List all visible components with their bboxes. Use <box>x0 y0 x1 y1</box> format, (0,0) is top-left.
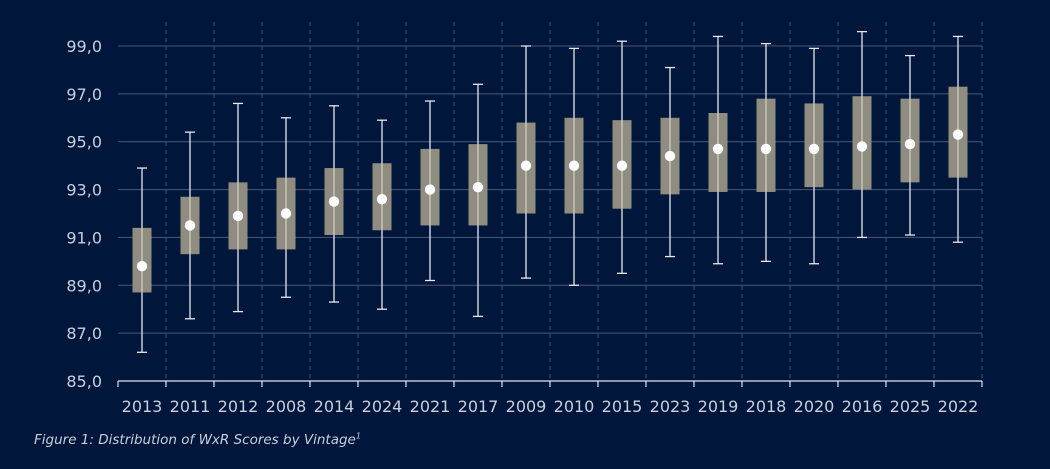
y-tick-label: 87,0 <box>66 324 102 343</box>
median-marker <box>424 184 436 195</box>
median-marker <box>904 138 916 150</box>
x-tick-labels: 2013 2011 2012 2008 2014 2024 2021 2017 2009 2010… <box>122 397 979 416</box>
x-tick-label: 2015 <box>602 397 643 416</box>
y-tick-label: 93,0 <box>66 181 102 200</box>
median-marker <box>712 143 724 155</box>
figure-caption: Figure 1: Distribution of WxR Scores by … <box>34 432 361 448</box>
x-tick-label: 2024 <box>362 397 403 416</box>
x-tick-label: 2020 <box>794 397 835 416</box>
x-tick-label: 2013 <box>122 397 163 416</box>
y-tick-label: 99,0 <box>66 37 102 56</box>
x-tick-label: 2010 <box>554 397 595 416</box>
median-marker <box>136 260 148 272</box>
x-tick-label: 2019 <box>698 397 739 416</box>
median-marker <box>568 160 580 171</box>
median-marker <box>952 129 964 140</box>
y-tick-label: 95,0 <box>66 133 102 152</box>
x-tick-label: 2016 <box>842 397 883 416</box>
x-tick-label: 2008 <box>266 397 307 416</box>
y-tick-label: 89,0 <box>66 276 102 295</box>
x-tick-label: 2023 <box>650 397 691 416</box>
caption-footnote-mark: 1 <box>355 431 361 441</box>
median-marker <box>328 196 340 207</box>
median-marker <box>232 210 244 222</box>
median-marker <box>472 181 484 193</box>
x-tick-label: 2025 <box>890 397 931 416</box>
median-marker <box>856 141 868 152</box>
vertical-gridlines <box>165 22 983 381</box>
median-marker <box>184 220 196 231</box>
x-tick-label: 2022 <box>938 397 979 416</box>
median-marker <box>616 160 628 171</box>
median-marker <box>376 193 388 205</box>
y-tick-label: 91,0 <box>66 228 102 247</box>
median-marker <box>808 143 820 155</box>
y-tick-label: 97,0 <box>66 85 102 104</box>
x-tick-label: 2011 <box>170 397 211 416</box>
x-tick-label: 2012 <box>218 397 259 416</box>
median-marker <box>760 143 772 155</box>
x-tick-label: 2017 <box>458 397 499 416</box>
x-axis <box>117 380 983 387</box>
x-tick-label: 2009 <box>506 397 547 416</box>
median-marker <box>520 160 532 171</box>
median-marker <box>664 150 676 162</box>
box-series <box>132 30 968 353</box>
median-marker <box>280 208 292 219</box>
y-tick-label: 85,0 <box>66 372 102 391</box>
x-tick-label: 2014 <box>314 397 355 416</box>
x-tick-label: 2018 <box>746 397 787 416</box>
y-tick-labels: 85,0 87,0 89,0 91,0 93,0 95,0 97,0 99,0 <box>66 37 102 391</box>
x-tick-label: 2021 <box>410 397 451 416</box>
caption-text: Figure 1: Distribution of WxR Scores by … <box>34 432 356 448</box>
